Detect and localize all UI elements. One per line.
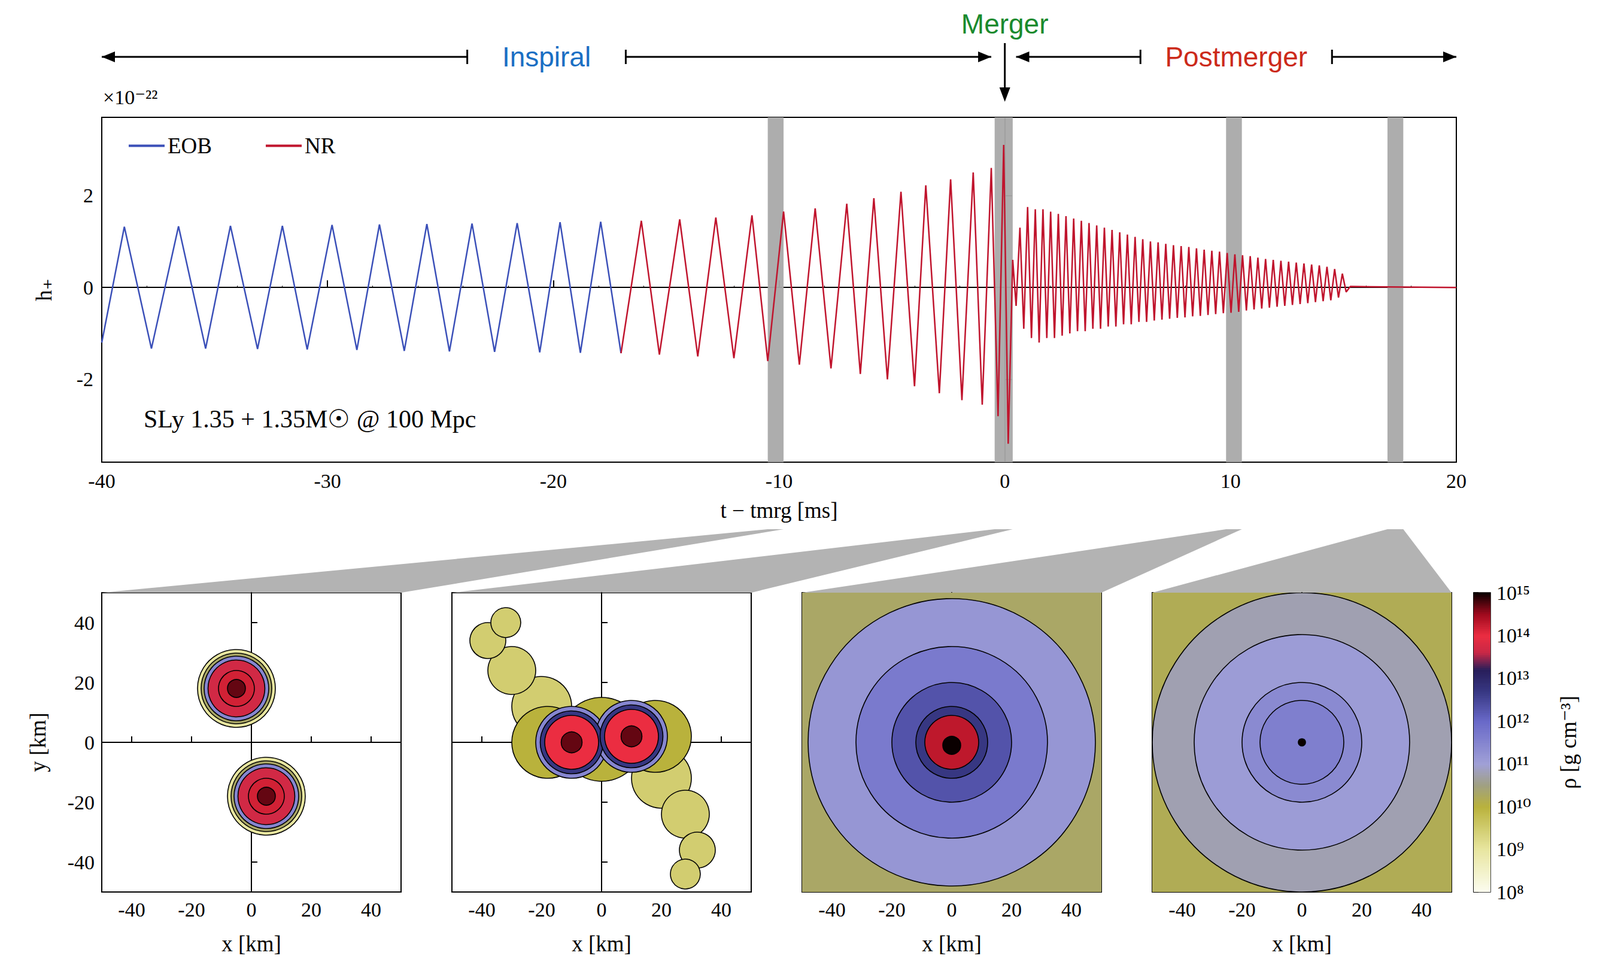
svg-text:-20: -20 [67,791,95,814]
svg-text:20: 20 [1351,898,1372,921]
svg-text:x [km]: x [km] [571,931,632,956]
svg-text:10⁹: 10⁹ [1496,838,1524,861]
svg-text:ρ [g cm⁻³]: ρ [g cm⁻³] [1556,695,1581,789]
svg-text:0: 0 [596,898,607,921]
svg-text:Inspiral: Inspiral [502,41,591,73]
svg-text:40: 40 [360,898,382,921]
svg-text:SLy 1.35 + 1.35M☉ @ 100 Mpc: SLy 1.35 + 1.35M☉ @ 100 Mpc [143,405,476,433]
svg-text:-20: -20 [539,469,567,493]
svg-text:0: 0 [946,898,958,921]
svg-text:40: 40 [711,898,732,921]
svg-text:10¹⁵: 10¹⁵ [1496,581,1530,604]
svg-text:-40: -40 [818,898,846,921]
svg-text:10¹⁴: 10¹⁴ [1496,624,1530,647]
svg-text:-40: -40 [117,898,145,921]
svg-text:x [km]: x [km] [221,931,282,956]
svg-text:10¹²: 10¹² [1496,709,1529,733]
svg-text:-20: -20 [1228,898,1256,921]
svg-text:-40: -40 [468,898,496,921]
svg-text:40: 40 [74,611,95,634]
svg-text:-2: -2 [76,368,94,391]
svg-text:-20: -20 [878,898,906,921]
svg-text:Postmerger: Postmerger [1164,41,1308,73]
svg-text:-40: -40 [67,851,95,874]
svg-text:0: 0 [999,469,1010,493]
svg-text:h₊: h₊ [31,278,57,302]
svg-text:10: 10 [1220,469,1241,493]
svg-text:-20: -20 [177,898,205,921]
svg-text:0: 0 [246,898,257,921]
svg-text:t − tmrg [ms]: t − tmrg [ms] [720,498,839,523]
svg-text:y [km]: y [km] [25,712,51,773]
svg-text:-40: -40 [87,469,115,493]
svg-text:0: 0 [84,731,95,754]
svg-text:EOB: EOB [167,133,212,159]
svg-text:0: 0 [83,276,94,299]
svg-text:20: 20 [1001,898,1022,921]
svg-text:10¹⁰: 10¹⁰ [1496,795,1532,818]
svg-text:-30: -30 [314,469,342,493]
svg-text:0: 0 [1297,898,1308,921]
svg-text:20: 20 [301,898,322,921]
svg-text:-20: -20 [527,898,555,921]
svg-text:NR: NR [304,133,336,159]
svg-text:Merger: Merger [961,8,1049,40]
svg-text:×10⁻²²: ×10⁻²² [102,86,159,109]
svg-text:10¹¹: 10¹¹ [1496,752,1529,775]
svg-text:-40: -40 [1168,898,1196,921]
svg-text:10¹³: 10¹³ [1496,666,1529,689]
svg-text:-10: -10 [765,469,793,493]
svg-text:40: 40 [1061,898,1082,921]
svg-text:20: 20 [651,898,672,921]
svg-text:10⁸: 10⁸ [1496,881,1524,904]
svg-text:x [km]: x [km] [1271,931,1332,956]
svg-text:2: 2 [83,184,94,207]
svg-text:20: 20 [1446,469,1467,493]
svg-text:x [km]: x [km] [921,931,982,956]
svg-text:40: 40 [1411,898,1432,921]
svg-text:20: 20 [74,671,95,694]
